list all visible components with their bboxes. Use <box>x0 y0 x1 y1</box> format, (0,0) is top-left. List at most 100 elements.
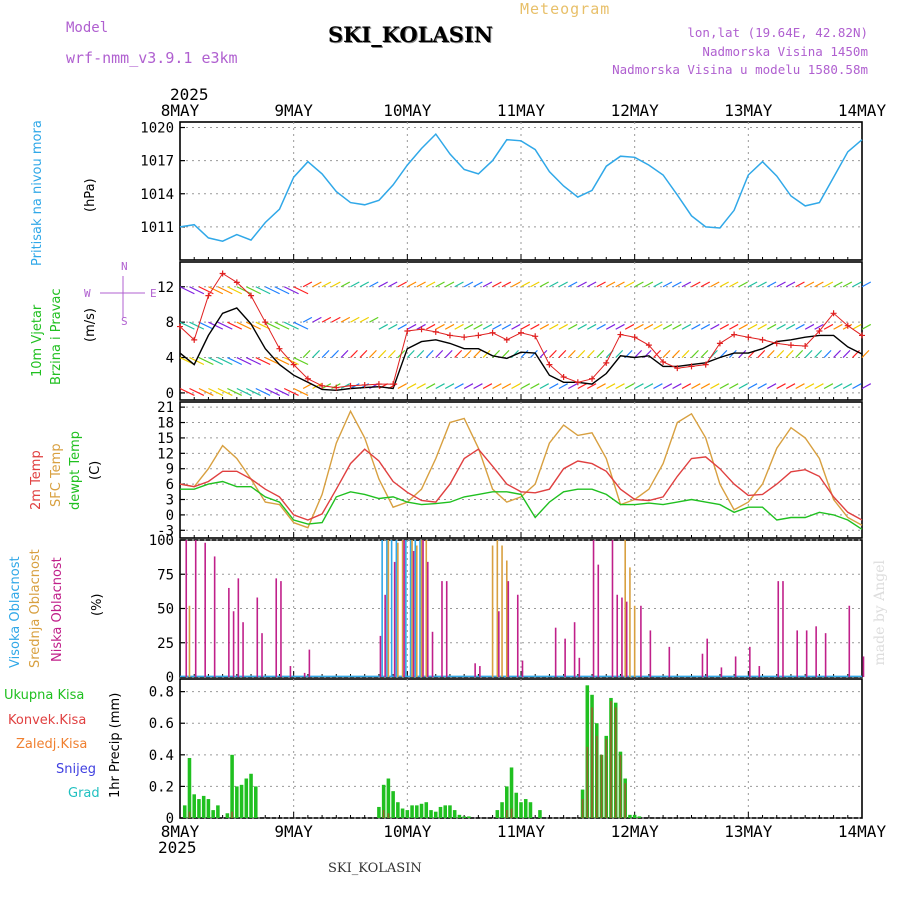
wind-barb <box>539 323 550 330</box>
wind-barb <box>691 281 701 288</box>
wind-barb <box>217 356 233 366</box>
wind-barb <box>776 383 786 390</box>
precip-total-bar <box>415 805 419 818</box>
wind-barb <box>568 323 578 330</box>
legend-total-rain: Ukupna Kisa <box>4 688 85 703</box>
wind-barb <box>388 281 398 288</box>
wind-barb <box>246 286 261 295</box>
wind-gust-marker <box>390 381 397 388</box>
wind-barb <box>710 383 720 390</box>
lonlat-text: lon,lat (19.64E, 42.82N) <box>687 25 868 40</box>
precip-total-bar <box>505 786 509 818</box>
wind-barb <box>264 356 280 366</box>
wind-barb <box>766 323 777 330</box>
wind-gust-marker <box>489 329 496 336</box>
wind-barb <box>662 383 673 390</box>
wind-barb <box>444 281 455 288</box>
wind-gust-marker <box>759 336 766 343</box>
wind-barb <box>833 349 841 358</box>
wind-barb <box>227 321 243 330</box>
precip-convective-bar <box>382 810 385 818</box>
precip-total-bar <box>216 805 220 818</box>
wind-barb <box>700 349 709 358</box>
wind-gust-marker <box>475 332 482 339</box>
wind-barb <box>757 383 767 390</box>
wind-barb <box>274 387 290 396</box>
wind-gust-marker <box>802 343 809 350</box>
wind-barb <box>549 281 559 288</box>
wind-barb <box>804 323 815 330</box>
precip-total-bar <box>462 816 466 818</box>
wind-gust-marker <box>304 375 311 382</box>
precip-convective-bar <box>510 808 513 818</box>
ytick-label: 21 <box>157 400 174 416</box>
legend-hail: Grad <box>68 786 100 801</box>
wind-barb <box>501 281 512 288</box>
panel-frame-pressure <box>179 121 863 261</box>
wind-gust-marker <box>319 382 326 389</box>
wind-barb <box>198 321 214 330</box>
wind-barb <box>407 383 417 390</box>
panel-frame-precipitation <box>179 678 863 819</box>
wind-barb <box>691 383 701 390</box>
precip-total-bar <box>457 814 462 818</box>
wind-barb <box>444 349 453 358</box>
precip-total-bar <box>410 805 414 818</box>
year-label-bottom: 2025 <box>158 838 197 857</box>
wind-gust-marker <box>375 381 382 388</box>
ytick-label: 0.6 <box>149 716 174 732</box>
wind-barb <box>785 383 796 390</box>
credit-text: made by Angel <box>872 560 888 666</box>
wind-barb <box>766 349 775 358</box>
wind-barb <box>672 383 682 390</box>
wind-barb <box>246 356 261 366</box>
wind-label-2: Brzina i Pravac <box>49 288 64 386</box>
ytick-label: 18 <box>157 416 174 432</box>
wind-barb <box>615 383 625 390</box>
precip-total-bar <box>433 811 438 818</box>
wind-barb <box>795 323 805 330</box>
wind-barb <box>748 323 758 330</box>
wind-barb <box>407 281 417 288</box>
precip-convective-bar <box>387 813 390 818</box>
wind-barb <box>236 321 252 330</box>
wind-barb <box>397 383 407 390</box>
wind-barb <box>823 281 834 288</box>
wind-barb <box>700 383 711 390</box>
precip-convective-bar <box>231 811 233 818</box>
precip-total-bar <box>211 810 215 818</box>
wind-barb <box>425 383 436 390</box>
wind-barb <box>179 321 195 330</box>
wind-barb <box>302 281 313 288</box>
wind-barb <box>444 383 455 390</box>
wind-gust-marker <box>745 334 752 341</box>
wind-barb <box>596 281 606 288</box>
wind-barb <box>378 323 388 330</box>
wind-barb <box>596 323 606 330</box>
wind-barb <box>189 286 205 295</box>
wind-barb <box>264 321 280 330</box>
cloud-low-label: Niska Oblacnost <box>50 557 65 662</box>
precip-label: 1hr Precip (mm) <box>108 692 123 798</box>
wind-barb <box>227 387 243 396</box>
wind-barb <box>653 383 663 390</box>
wind-barb <box>842 281 853 288</box>
wind-barb <box>567 349 576 358</box>
wind-barb <box>568 383 578 390</box>
ytick-label: 12 <box>157 280 174 296</box>
year-label-top: 2025 <box>170 85 209 104</box>
wind-barb <box>729 281 739 288</box>
wind-barb <box>227 356 243 366</box>
precip-total-bar <box>400 808 405 818</box>
wind-barb <box>719 323 729 330</box>
wind-barb <box>501 383 512 390</box>
wind-barb <box>179 387 195 396</box>
wind-barb <box>359 349 368 358</box>
wind-barb <box>861 323 872 330</box>
dewpoint-line <box>180 480 863 530</box>
legend-convective-rain: Konvek.Kisa <box>8 713 87 728</box>
precip-convective-bar <box>595 735 598 818</box>
wind-gust-marker <box>532 333 539 340</box>
pressure-line <box>179 132 863 242</box>
pressure-label: Pritisak na nivou mora <box>30 120 45 266</box>
